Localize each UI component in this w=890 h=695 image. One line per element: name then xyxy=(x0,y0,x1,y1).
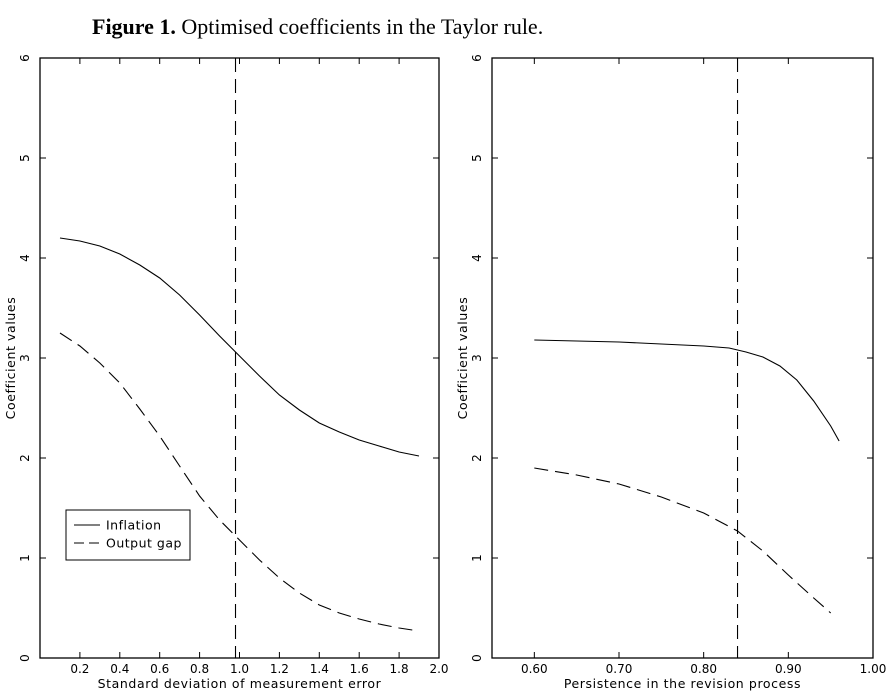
x-tick-label: 1.0 xyxy=(230,662,249,676)
y-tick-label: 6 xyxy=(18,54,32,62)
y-tick-label: 0 xyxy=(470,654,484,662)
x-tick-label: 0.4 xyxy=(110,662,129,676)
x-tick-label: 1.00 xyxy=(860,662,887,676)
figure-caption: Optimised coefficients in the Taylor rul… xyxy=(181,14,544,39)
y-axis-label: Coefficient values xyxy=(3,297,18,420)
x-tick-label: 1.8 xyxy=(390,662,409,676)
left-panel: 0.2 0.4 0.6 0.8 1.0 1.2 1.4 1.6 1.8 2.0 0 1 2 3 4 5 6 Sta… xyxy=(3,54,449,691)
figure-title: Figure 1. Optimised coefficients in the … xyxy=(92,14,543,40)
y-tick-label: 3 xyxy=(18,354,32,362)
y-axis-label: Coefficient values xyxy=(455,297,470,420)
x-tick-label: 0.6 xyxy=(150,662,169,676)
x-tick-label: 0.90 xyxy=(775,662,802,676)
y-tick-label: 2 xyxy=(18,454,32,462)
x-tick-label: 0.70 xyxy=(606,662,633,676)
y-tick-label: 5 xyxy=(18,154,32,162)
legend-box xyxy=(65,509,191,561)
x-tick-label: 2.0 xyxy=(429,662,448,676)
y-tick-label: 4 xyxy=(18,254,32,262)
y-tick-label: 0 xyxy=(18,654,32,662)
x-tick-label: 0.60 xyxy=(521,662,548,676)
x-tick-label: 1.2 xyxy=(270,662,289,676)
y-tick-label: 2 xyxy=(470,454,484,462)
x-tick-label: 0.8 xyxy=(190,662,209,676)
series-line-output-gap xyxy=(59,332,420,632)
x-tick-label: 1.4 xyxy=(310,662,329,676)
figure-label: Figure 1. xyxy=(92,14,176,39)
series-line-inflation xyxy=(59,237,420,457)
legend-label-output-gap: Output gap xyxy=(106,536,182,551)
x-axis-label: Standard deviation of measurement error xyxy=(98,676,382,691)
series-line-output-gap xyxy=(534,467,832,614)
y-tick-label: 3 xyxy=(470,354,484,362)
x-tick-label: 1.6 xyxy=(350,662,369,676)
y-tick-label: 1 xyxy=(470,554,484,562)
x-tick-label: 0.2 xyxy=(70,662,89,676)
legend: Inflation Output gap xyxy=(65,509,191,561)
x-axis-label: Persistence in the revision process xyxy=(564,676,801,691)
legend-label-inflation: Inflation xyxy=(106,518,162,533)
y-tick-label: 4 xyxy=(470,254,484,262)
y-tick-label: 1 xyxy=(18,554,32,562)
series-line-inflation xyxy=(534,339,840,442)
x-tick-label: 0.80 xyxy=(690,662,717,676)
plot-frame xyxy=(39,57,440,659)
plot-frame xyxy=(491,57,874,659)
y-tick-label: 5 xyxy=(470,154,484,162)
y-tick-label: 6 xyxy=(470,54,484,62)
right-panel: 0.60 0.70 0.80 0.90 1.00 0 1 2 3 4 5 6 Persistence i… xyxy=(455,54,886,691)
